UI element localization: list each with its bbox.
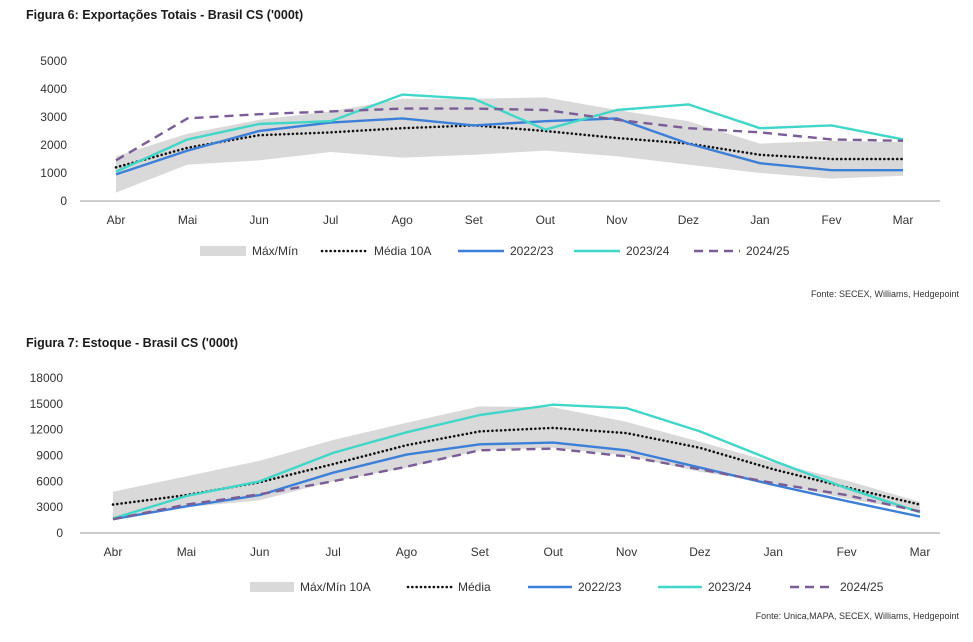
fig6-ytick-label: 5000: [40, 54, 67, 68]
fig7-ytick-label: 6000: [36, 474, 63, 488]
fig7-xtick-label: Abr: [104, 545, 123, 559]
fig7-xtick-label: Nov: [616, 545, 637, 559]
fig6-xtick-label: Abr: [107, 213, 126, 227]
fig6-legend-swatch: [200, 246, 246, 256]
fig7-legend-swatch: [250, 582, 294, 592]
fig6-ytick-label: 4000: [40, 82, 67, 96]
fig6-xtick-label: Set: [465, 213, 484, 227]
fig6-xtick-label: Nov: [606, 213, 627, 227]
fig6-xtick-label: Ago: [392, 213, 414, 227]
figure-6-title: Figura 6: Exportações Totais - Brasil CS…: [26, 8, 304, 22]
fig6-series-m-dia-10a-line: [114, 124, 905, 169]
fig6-legend-label: 2023/24: [626, 244, 670, 258]
fig7-xtick-label: Jan: [764, 545, 783, 559]
fig7-ytick-label: 12000: [30, 423, 64, 437]
fig7-legend-label: 2023/24: [708, 580, 752, 594]
fig7-legend-label: 2024/25: [840, 580, 884, 594]
fig7-xtick-label: Ago: [396, 545, 418, 559]
fig6-legend-label: 2022/23: [510, 244, 554, 258]
fig6-legend-label: Máx/Mín: [252, 244, 298, 258]
fig7-ytick-label: 18000: [30, 371, 64, 385]
fig7-xtick-label: Set: [471, 545, 490, 559]
fig6-xtick-label: Jul: [323, 213, 338, 227]
fig7-legend-label: Média: [458, 580, 491, 594]
fig6-series-2023-24-line: [115, 93, 904, 173]
fig6-xtick-label: Fev: [821, 213, 841, 227]
fig7-legend-label: 2022/23: [578, 580, 622, 594]
fig6-legend-label: 2024/25: [746, 244, 790, 258]
fig6-series-2024-25-line: [115, 107, 904, 162]
fig7-xtick-label: Jun: [250, 545, 269, 559]
figure-7-source: Fonte: Unica,MAPA, SECEX, Williams, Hedg…: [755, 611, 959, 621]
fig7-ytick-label: 0: [56, 526, 63, 540]
figure-7-title: Figura 7: Estoque - Brasil CS ('000t): [26, 336, 239, 350]
fig6-xtick-label: Mar: [893, 213, 914, 227]
fig6-xtick-label: Jun: [249, 213, 268, 227]
fig6-ytick-label: 0: [60, 194, 67, 208]
fig7-xtick-label: Dez: [689, 545, 710, 559]
fig7-series-2023-24-line: [112, 403, 921, 520]
figure-6-source: Fonte: SECEX, Williams, Hedgepoint: [810, 289, 959, 299]
exports-chart: 0 1000 2000 3000 4000 5000 Abr Mai Jun Jul Ago Set O…: [40, 54, 940, 258]
fig6-ytick-label: 1000: [40, 166, 67, 180]
fig6-series-2022-23-line: [115, 117, 903, 176]
fig6-xtick-label: Jan: [750, 213, 769, 227]
fig7-ytick-label: 3000: [36, 500, 63, 514]
fig6-xtick-label: Dez: [678, 213, 699, 227]
fig7-ytick-label: 15000: [30, 397, 64, 411]
fig7-xtick-label: Jul: [325, 545, 340, 559]
fig7-xtick-label: Fev: [837, 545, 857, 559]
fig7-ytick-label: 9000: [36, 449, 63, 463]
fig6-legend-label: Média 10A: [374, 244, 431, 258]
fig6-xtick-label: Out: [536, 213, 556, 227]
fig6-xtick-label: Mai: [178, 213, 197, 227]
fig7-band-area: [113, 406, 920, 519]
fig7-xtick-label: Out: [544, 545, 564, 559]
fig7-xtick-label: Mai: [177, 545, 196, 559]
fig6-ytick-label: 2000: [40, 138, 67, 152]
fig7-legend-label: Máx/Mín 10A: [300, 580, 371, 594]
fig7-xtick-label: Mar: [910, 545, 931, 559]
stock-chart: 0 3000 6000 9000 12000 15000 18000 Abr Mai Jun Jul…: [30, 371, 940, 594]
fig6-ytick-label: 3000: [40, 110, 67, 124]
fig7-series-2024-25-line: [112, 447, 921, 521]
fig6-band-area: [116, 97, 903, 193]
